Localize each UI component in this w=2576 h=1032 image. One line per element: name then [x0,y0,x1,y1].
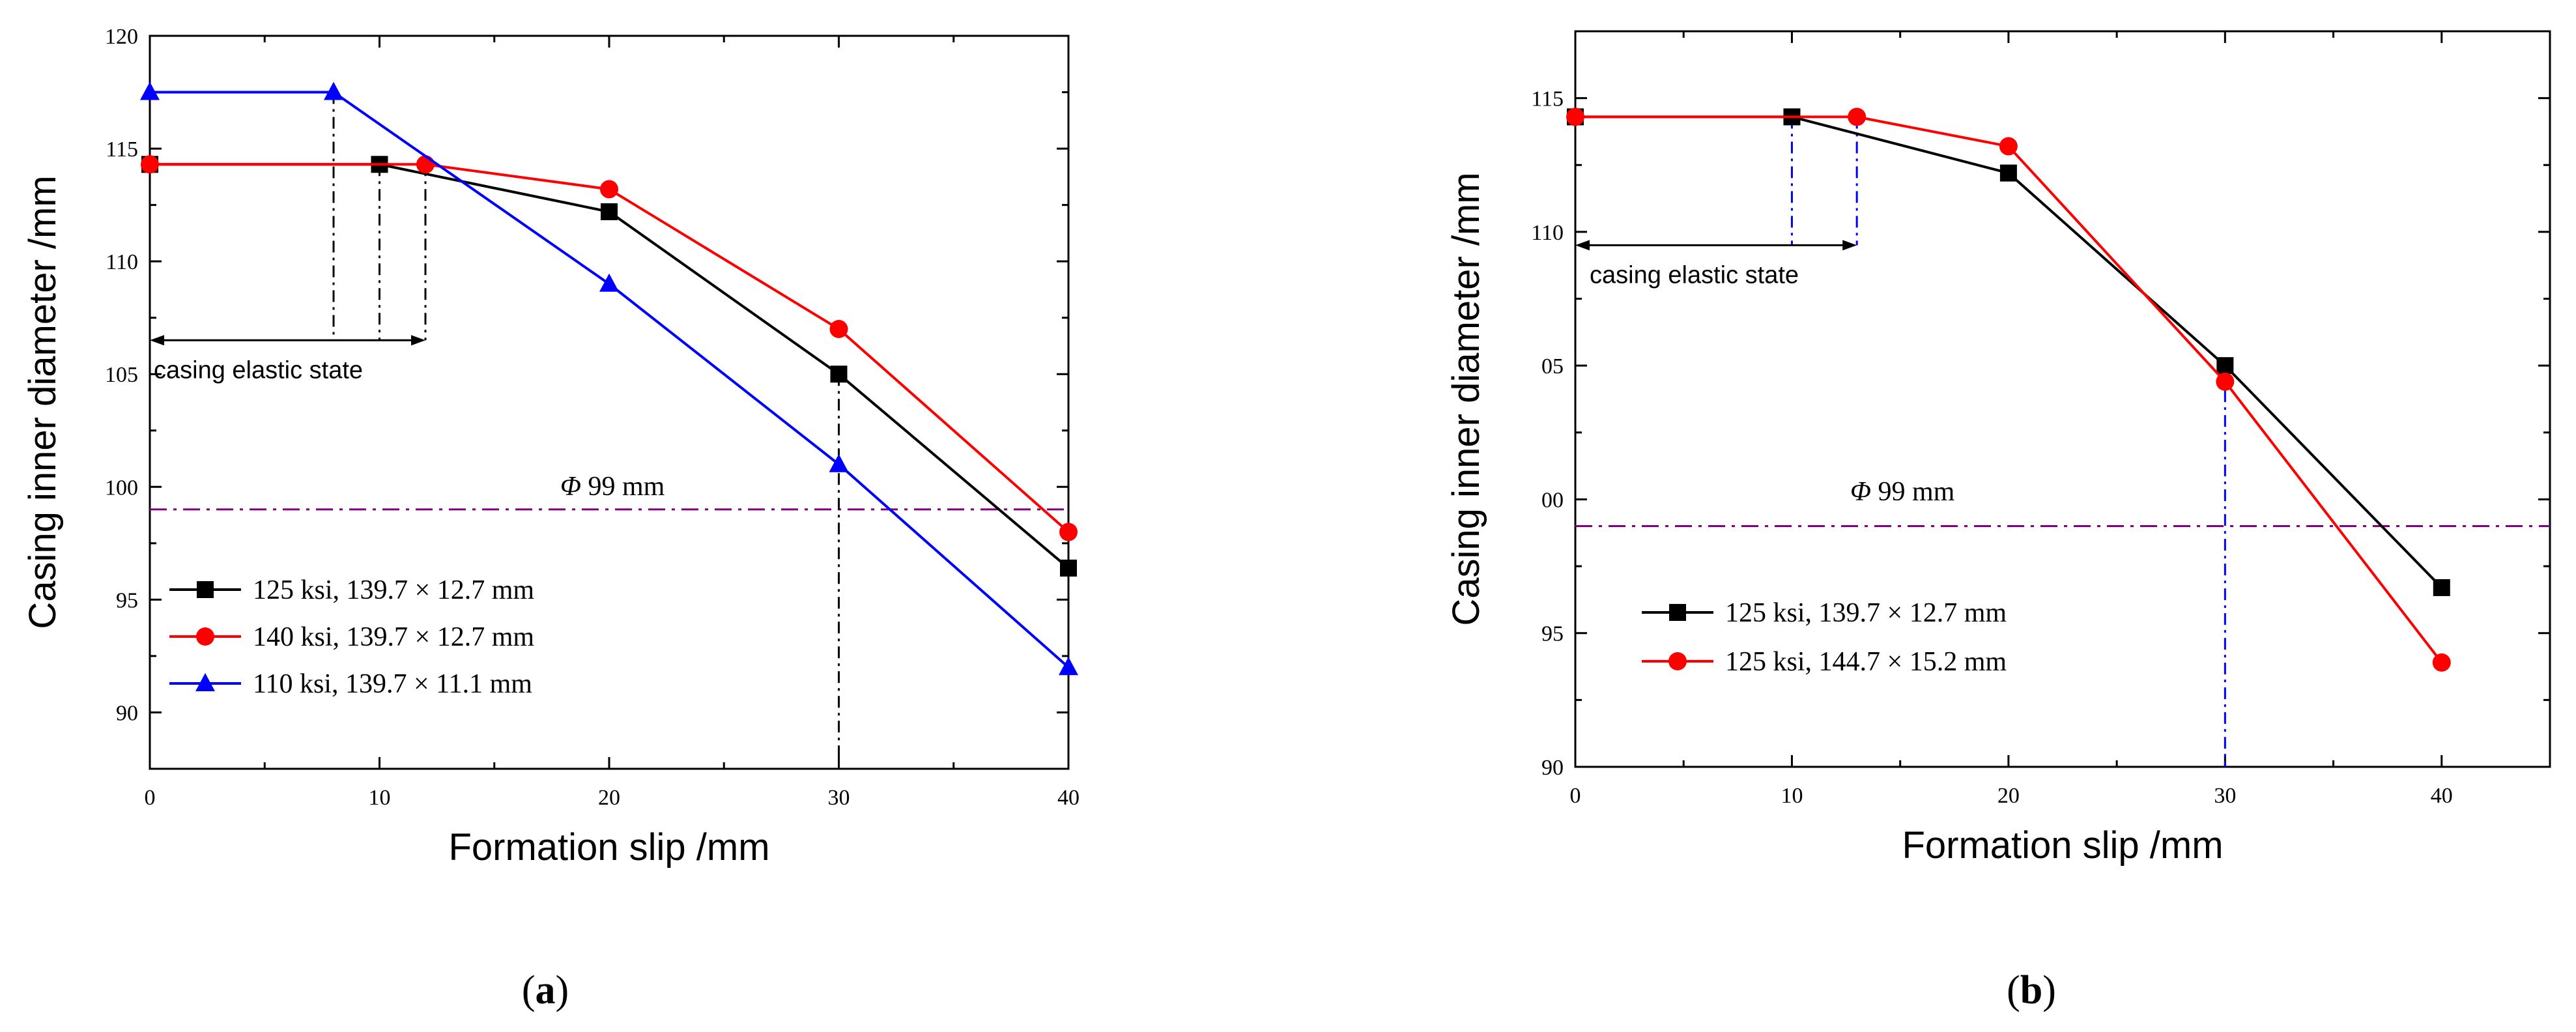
legend-marker [1669,604,1686,621]
phi-symbol: Φ [560,472,581,502]
data-point-series-2 [141,155,159,174]
data-point-series-2 [2432,653,2451,672]
phi-symbol: Φ [1850,477,1871,507]
data-point-series-3 [829,453,849,472]
x-axis-title: Formation slip /mm [448,826,769,868]
data-point-series-2 [600,180,618,199]
data-point-series-1 [1999,164,2017,182]
y-tick-label: 110 [1531,221,1564,245]
data-point-series-2 [1059,523,1078,541]
y-tick-label: 120 [105,25,138,49]
y-axis-title: Casing inner diameter /mm [21,175,64,629]
y-tick-label: 00 [1541,488,1564,512]
legend-label: 125 ksi, 139.7 × 12.7 mm [1725,598,2007,628]
panel-letter: b [2020,968,2042,1012]
y-tick-label: 115 [1531,87,1564,111]
y-axis-title: Casing inner diameter /mm [1445,172,1487,625]
data-point-series-1 [601,203,618,220]
data-point-series-1 [1060,559,1077,577]
legend-label: 125 ksi, 139.7 × 12.7 mm [253,575,534,605]
data-point-series-2 [2216,372,2235,391]
y-tick-label: 95 [116,588,138,612]
data-point-series-1 [2433,579,2450,596]
data-point-series-2 [829,320,848,338]
x-tick-label: 30 [2214,784,2236,808]
y-tick-label: 90 [116,701,138,725]
elastic-arrow-head-right [1842,240,1857,251]
data-point-series-1 [830,366,848,383]
series-line-1 [1575,115,2443,589]
y-tick-label: 115 [106,137,138,162]
x-tick-label: 40 [2431,784,2453,808]
panel-label: (a) [522,968,569,1012]
data-point-series-2 [1999,137,2018,156]
plot-frame [149,35,1070,770]
panel-letter: a [536,968,556,1012]
legend-marker [195,673,215,691]
x-tick-label: 20 [598,786,620,810]
y-tick-label: 110 [106,250,138,274]
x-axis-title: Formation slip /mm [1902,824,2223,867]
legend-marker [196,627,214,646]
y-tick-label: 90 [1541,756,1564,780]
data-point-series-2 [416,155,435,174]
plot-frame [1574,30,2551,768]
x-tick-label: 20 [1997,784,2020,808]
x-tick-label: 40 [1057,786,1080,810]
elastic-arrow-head-right [411,335,425,346]
chart-panel-a: 0 10 20 30 40 90 95 100 105 110 115 120 Formation sl… [21,25,1080,1012]
data-point-series-3 [324,81,343,100]
x-tick-label: 30 [828,786,850,810]
elastic-arrow-label: casing elastic state [1590,261,1799,289]
y-tick-label: 95 [1541,622,1564,646]
x-tick-label: 10 [369,786,391,810]
reference-value: 99 mm [1878,477,1954,507]
x-tick-label: 0 [1570,784,1581,808]
data-point-series-1 [2216,357,2234,375]
data-point-series-2 [1566,108,1584,126]
data-point-series-3 [1059,657,1078,676]
reference-line-label: Φ 99 mm [560,472,665,502]
elastic-arrow-label: casing elastic state [154,356,363,384]
legend-marker [197,581,214,598]
y-tick-label: 105 [105,363,138,387]
elastic-arrow-head-left [1575,240,1590,251]
y-tick-label: 05 [1541,354,1564,379]
data-point-series-2 [1848,108,1867,126]
legend-label: 110 ksi, 139.7 × 11.1 mm [253,669,532,699]
reference-value: 99 mm [588,472,665,502]
chart-panel-b: 0 10 20 30 40 90 95 00 05 110 115 Formation slip /m… [1445,30,2551,1012]
data-point-series-3 [140,81,160,100]
elastic-arrow-head-left [150,335,164,346]
legend-label: 140 ksi, 139.7 × 12.7 mm [253,622,534,652]
x-tick-label: 0 [145,786,156,810]
legend-label: 125 ksi, 144.7 × 15.2 mm [1725,647,2007,677]
reference-line-label: Φ 99 mm [1850,477,1955,507]
data-point-series-3 [599,273,619,292]
panel-label: (b) [2007,968,2056,1012]
y-tick-label: 100 [105,476,138,500]
series-line-2 [1575,115,2443,664]
x-tick-label: 10 [1781,784,1803,808]
legend-marker [1668,652,1687,670]
